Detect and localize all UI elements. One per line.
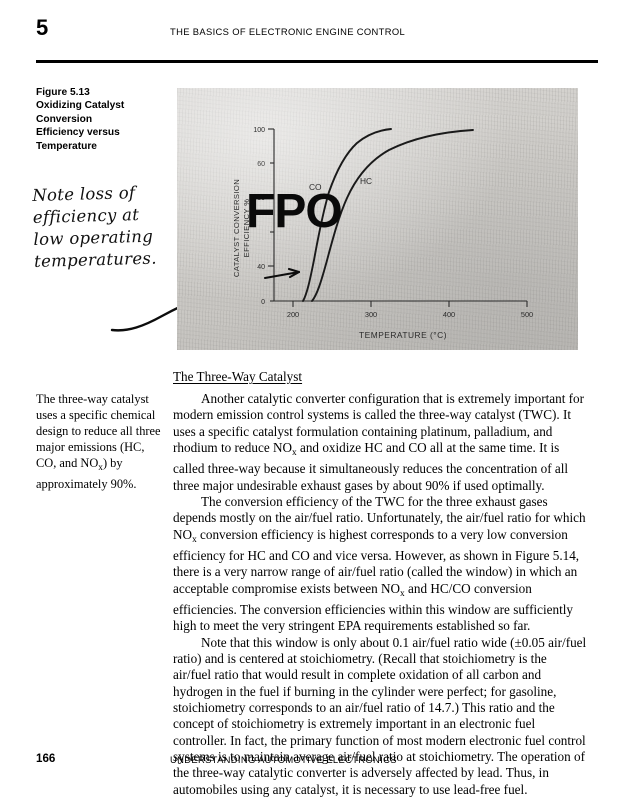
fpo-placeholder-text: FPO [246,185,343,238]
page-footer: 166 UNDERSTANDING AUTOMOTIVE ELECTRONICS [0,752,635,782]
body-paragraph: Note that this window is only about 0.1 … [173,634,587,797]
handwritten-annotation: Note loss of efficiency at low operating… [32,181,179,273]
chart-axes [268,128,528,307]
chart-y-tick-labels: 100 80 40 0 [253,127,265,306]
x-tick-label: 200 [287,310,299,319]
figure-caption-line: Oxidizing Catalyst [36,100,125,112]
y-tick-label: 100 [253,127,265,134]
x-tick-label: 500 [521,310,533,319]
x-tick-label: 300 [365,310,377,319]
x-tick-label: 400 [443,310,455,319]
body-text-column: Another catalytic converter configuratio… [173,391,588,798]
figure-caption-line: Efficiency versus [36,127,120,139]
figure-caption: Figure 5.13 Oxidizing Catalyst Conversio… [36,86,168,153]
body-paragraph: The conversion efficiency of the TWC for… [173,494,586,634]
chart-series-label-co: CO [309,182,322,192]
chart-y-axis-title-line1: CATALYST CONVERSION [232,179,241,277]
chapter-number: 5 [36,15,49,40]
page-number: 166 [36,752,56,765]
figure-scanned-image: 100 80 40 0 60 200 300 400 500 TEMPERATU… [177,88,578,350]
chart-series-label-hc: HC [360,176,372,186]
running-head-title: THE BASICS OF ELECTRONIC ENGINE CONTROL [170,26,406,37]
y-tick-label: 60 [257,161,265,168]
annotation-arrow-tip-icon [263,267,301,280]
header-rule-divider [36,60,598,63]
catalyst-efficiency-chart: 100 80 40 0 60 200 300 400 500 TEMPERATU… [232,127,533,340]
section-heading: The Three-Way Catalyst [173,369,303,384]
page-header: 5 THE BASICS OF ELECTRONIC ENGINE CONTRO… [0,0,635,63]
chart-x-tick-labels: 200 300 400 500 [287,310,533,319]
figure-caption-line: Temperature [36,140,97,152]
y-tick-label: 40 [257,264,265,271]
figure-caption-line: Conversion [36,113,93,125]
y-tick-label: 0 [261,299,265,306]
chart-x-axis-title: TEMPERATURE (°C) [359,330,447,340]
figure-caption-line: Figure 5.13 [36,87,90,98]
body-paragraph: Another catalytic converter configuratio… [173,391,585,493]
chart-series-hc [311,129,474,302]
margin-note: The three-way catalyst uses a specific c… [36,392,161,492]
y-tick-label: 80 [257,195,265,202]
footer-book-title: UNDERSTANDING AUTOMOTIVE ELECTRONICS [170,754,397,765]
chart-y-axis-title-line2: EFFICIENCY % [242,199,251,258]
chart-series-co [302,128,392,302]
chart-y-tick-labels-secondary: 60 [257,161,265,168]
handwritten-annotation-line: temperatures. [33,248,157,271]
